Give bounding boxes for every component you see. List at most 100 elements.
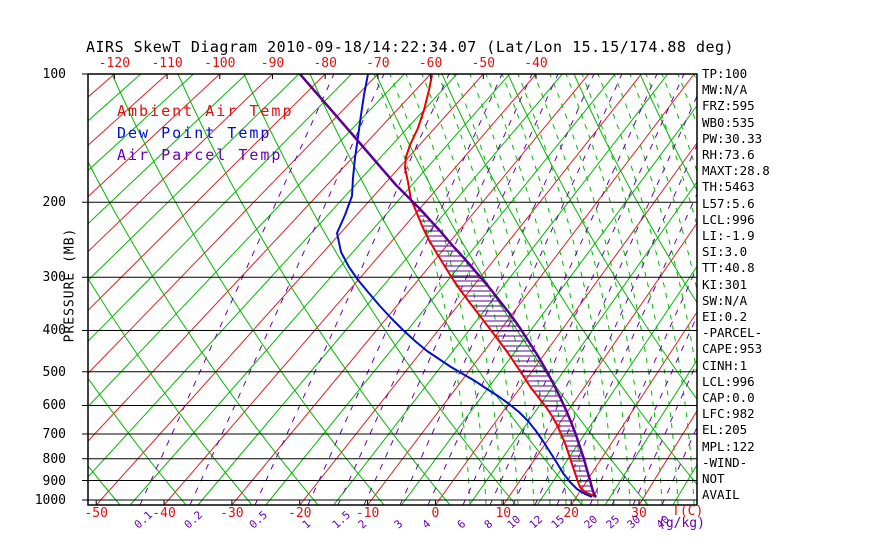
stat-tp: TP:100 bbox=[702, 66, 748, 81]
mixing-ratio-line bbox=[399, 74, 595, 505]
isotherm-minor bbox=[536, 265, 697, 505]
top-temp-label: -80 bbox=[313, 56, 337, 71]
isotherm-major bbox=[88, 74, 221, 198]
dry-adiabat bbox=[111, 74, 385, 505]
bottom-temp-label: 20 bbox=[563, 506, 579, 521]
moist-adiabat bbox=[373, 74, 471, 505]
moist-adiabat bbox=[469, 74, 567, 505]
bottom-temp-label: -20 bbox=[288, 506, 312, 521]
dry-adiabat bbox=[88, 160, 319, 505]
temp-unit-label: T(C) bbox=[672, 504, 704, 519]
mixing-ratio-line bbox=[632, 361, 697, 505]
isotherm-minor bbox=[604, 359, 697, 505]
stat-pw: PW:30.33 bbox=[702, 130, 763, 146]
moist-adiabat bbox=[501, 74, 599, 505]
stat-el: EL:205 bbox=[702, 422, 748, 438]
isotherm-minor bbox=[88, 74, 352, 342]
isotherm-major bbox=[367, 74, 695, 505]
bottom-temp-label: -50 bbox=[84, 506, 108, 521]
stat-tt: TT:40.8 bbox=[702, 260, 755, 276]
pressure-label: 800 bbox=[42, 451, 66, 467]
dry-adiabat bbox=[507, 74, 697, 400]
isotherm-major bbox=[638, 410, 697, 505]
isotherm-major bbox=[88, 74, 273, 253]
mixing-unit-label: (g/kg) bbox=[658, 516, 705, 531]
pressure-label: 700 bbox=[42, 427, 66, 442]
top-temp-label: -50 bbox=[471, 56, 496, 71]
moist-adiabat bbox=[437, 74, 535, 505]
isotherm-minor bbox=[401, 104, 697, 505]
isotherm-major bbox=[95, 74, 484, 505]
pressure-label: 1000 bbox=[34, 493, 66, 508]
top-temp-label: -120 bbox=[98, 56, 131, 71]
stat-wb0: WB0:535 bbox=[702, 114, 755, 130]
dry-adiabat bbox=[88, 377, 187, 505]
moist-adiabat bbox=[421, 74, 519, 505]
stat-mw: MW:N/A bbox=[702, 82, 748, 98]
pressure-label: 600 bbox=[42, 398, 66, 414]
curve-air-parcel-temp bbox=[298, 74, 598, 498]
isotherm-major bbox=[570, 311, 697, 505]
top-temp-label: -60 bbox=[418, 56, 443, 71]
mixing-ratio-line bbox=[139, 74, 335, 505]
stat-l57: L57:5.6 bbox=[702, 195, 755, 211]
top-temp-label: -100 bbox=[204, 56, 236, 71]
stat-avail: AVAIL bbox=[702, 487, 740, 503]
isotherm-major bbox=[775, 74, 870, 505]
isotherm-minor bbox=[88, 74, 405, 408]
moist-adiabat bbox=[581, 74, 679, 505]
stat-maxt: MAXT:28.8 bbox=[702, 163, 770, 179]
bottom-temp-label: 30 bbox=[631, 506, 647, 521]
moist-adiabat bbox=[758, 74, 854, 505]
moist-adiabat bbox=[565, 74, 663, 505]
isotherm-major bbox=[843, 74, 870, 505]
isotherm-minor bbox=[197, 74, 563, 505]
pressure-label: 200 bbox=[42, 195, 66, 211]
moist-adiabat bbox=[597, 74, 695, 505]
top-temp-label: -90 bbox=[260, 56, 285, 71]
stat--parcel-: -PARCEL- bbox=[702, 325, 763, 341]
chart-title: AIRS SkewT Diagram 2010-09-18/14:22:34.0… bbox=[86, 38, 735, 56]
moist-adiabat bbox=[389, 74, 487, 505]
legend-ambient-air-temp: Ambient Air Temp bbox=[117, 102, 294, 120]
bottom-temp-label: -40 bbox=[152, 506, 176, 521]
dry-adiabat bbox=[441, 74, 697, 486]
stat-not: NOT bbox=[702, 471, 725, 486]
isotherm-minor bbox=[88, 74, 194, 172]
top-temp-label: -40 bbox=[524, 56, 548, 71]
dry-adiabat bbox=[243, 74, 517, 505]
dry-adiabat bbox=[573, 74, 697, 304]
pressure-label: 300 bbox=[42, 270, 66, 286]
isotherm-major bbox=[88, 74, 379, 375]
stat--wind-: -WIND- bbox=[702, 454, 748, 470]
stat-frz: FRZ:595 bbox=[702, 98, 755, 114]
stat-cap: CAP:0.0 bbox=[702, 390, 755, 405]
isotherm-major bbox=[299, 74, 642, 505]
stat-lcl: LCL:996 bbox=[702, 373, 755, 389]
bottom-temp-label: 10 bbox=[495, 506, 512, 521]
plot-frame bbox=[87, 73, 698, 506]
isotherm-minor bbox=[88, 74, 247, 225]
moist-adiabat bbox=[405, 74, 503, 505]
pressure-label: 900 bbox=[42, 473, 66, 489]
isotherm-major bbox=[435, 142, 697, 505]
isotherm-minor bbox=[265, 74, 616, 505]
mixing-ratio-line bbox=[462, 74, 658, 505]
mixing-ratio-line bbox=[254, 74, 450, 505]
dry-adiabat bbox=[309, 74, 583, 505]
isotherm-major bbox=[0, 74, 9, 505]
top-temp-label: -110 bbox=[151, 56, 183, 71]
isotherm-minor bbox=[88, 74, 300, 282]
stat-ei: EI:0.2 bbox=[702, 309, 748, 324]
bottom-temp-label: -10 bbox=[355, 506, 380, 521]
mixing-ratio-line bbox=[307, 74, 503, 505]
mixing-ratio-line bbox=[589, 266, 697, 505]
isotherm-major bbox=[502, 222, 697, 505]
curve-ambient-air-temp bbox=[404, 74, 597, 498]
stat-li: LI:-1.9 bbox=[702, 228, 755, 243]
moist-adiabat bbox=[533, 74, 631, 505]
stat-ki: KI:301 bbox=[702, 276, 748, 292]
dry-adiabat bbox=[177, 74, 451, 505]
mixing-ratio-line bbox=[189, 74, 385, 505]
